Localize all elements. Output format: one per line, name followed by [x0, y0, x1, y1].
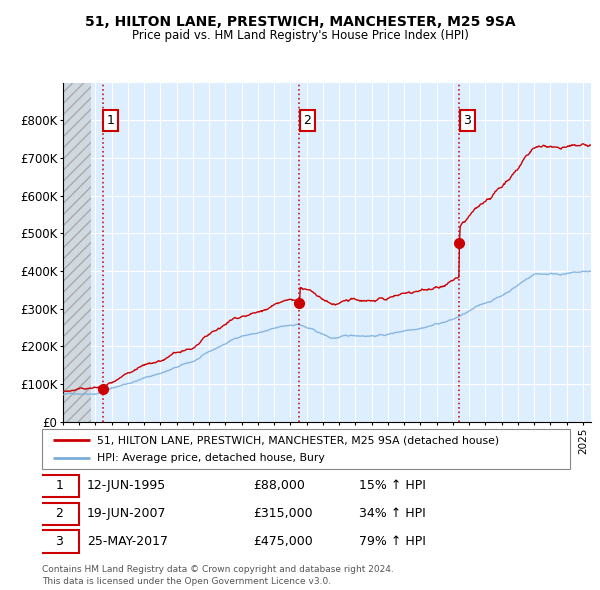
FancyBboxPatch shape	[40, 530, 79, 553]
Text: £315,000: £315,000	[253, 507, 313, 520]
Text: 51, HILTON LANE, PRESTWICH, MANCHESTER, M25 9SA (detached house): 51, HILTON LANE, PRESTWICH, MANCHESTER, …	[97, 435, 500, 445]
Text: HPI: Average price, detached house, Bury: HPI: Average price, detached house, Bury	[97, 453, 325, 463]
Text: 51, HILTON LANE, PRESTWICH, MANCHESTER, M25 9SA: 51, HILTON LANE, PRESTWICH, MANCHESTER, …	[85, 15, 515, 29]
Text: Contains HM Land Registry data © Crown copyright and database right 2024.: Contains HM Land Registry data © Crown c…	[42, 565, 394, 574]
FancyBboxPatch shape	[40, 474, 79, 497]
Text: 3: 3	[55, 535, 63, 548]
Text: 3: 3	[463, 114, 472, 127]
Text: 34% ↑ HPI: 34% ↑ HPI	[359, 507, 425, 520]
Text: 19-JUN-2007: 19-JUN-2007	[87, 507, 166, 520]
Text: 15% ↑ HPI: 15% ↑ HPI	[359, 480, 425, 493]
Text: 79% ↑ HPI: 79% ↑ HPI	[359, 535, 425, 548]
Text: This data is licensed under the Open Government Licence v3.0.: This data is licensed under the Open Gov…	[42, 577, 331, 586]
Text: 2: 2	[55, 507, 63, 520]
FancyBboxPatch shape	[40, 503, 79, 525]
Text: 12-JUN-1995: 12-JUN-1995	[87, 480, 166, 493]
Text: £88,000: £88,000	[253, 480, 305, 493]
Text: 1: 1	[55, 480, 63, 493]
Text: 2: 2	[304, 114, 311, 127]
FancyBboxPatch shape	[42, 429, 570, 469]
Text: 25-MAY-2017: 25-MAY-2017	[87, 535, 168, 548]
Bar	[63, 83, 91, 422]
Text: Price paid vs. HM Land Registry's House Price Index (HPI): Price paid vs. HM Land Registry's House …	[131, 30, 469, 42]
Text: £475,000: £475,000	[253, 535, 313, 548]
Text: 1: 1	[107, 114, 115, 127]
